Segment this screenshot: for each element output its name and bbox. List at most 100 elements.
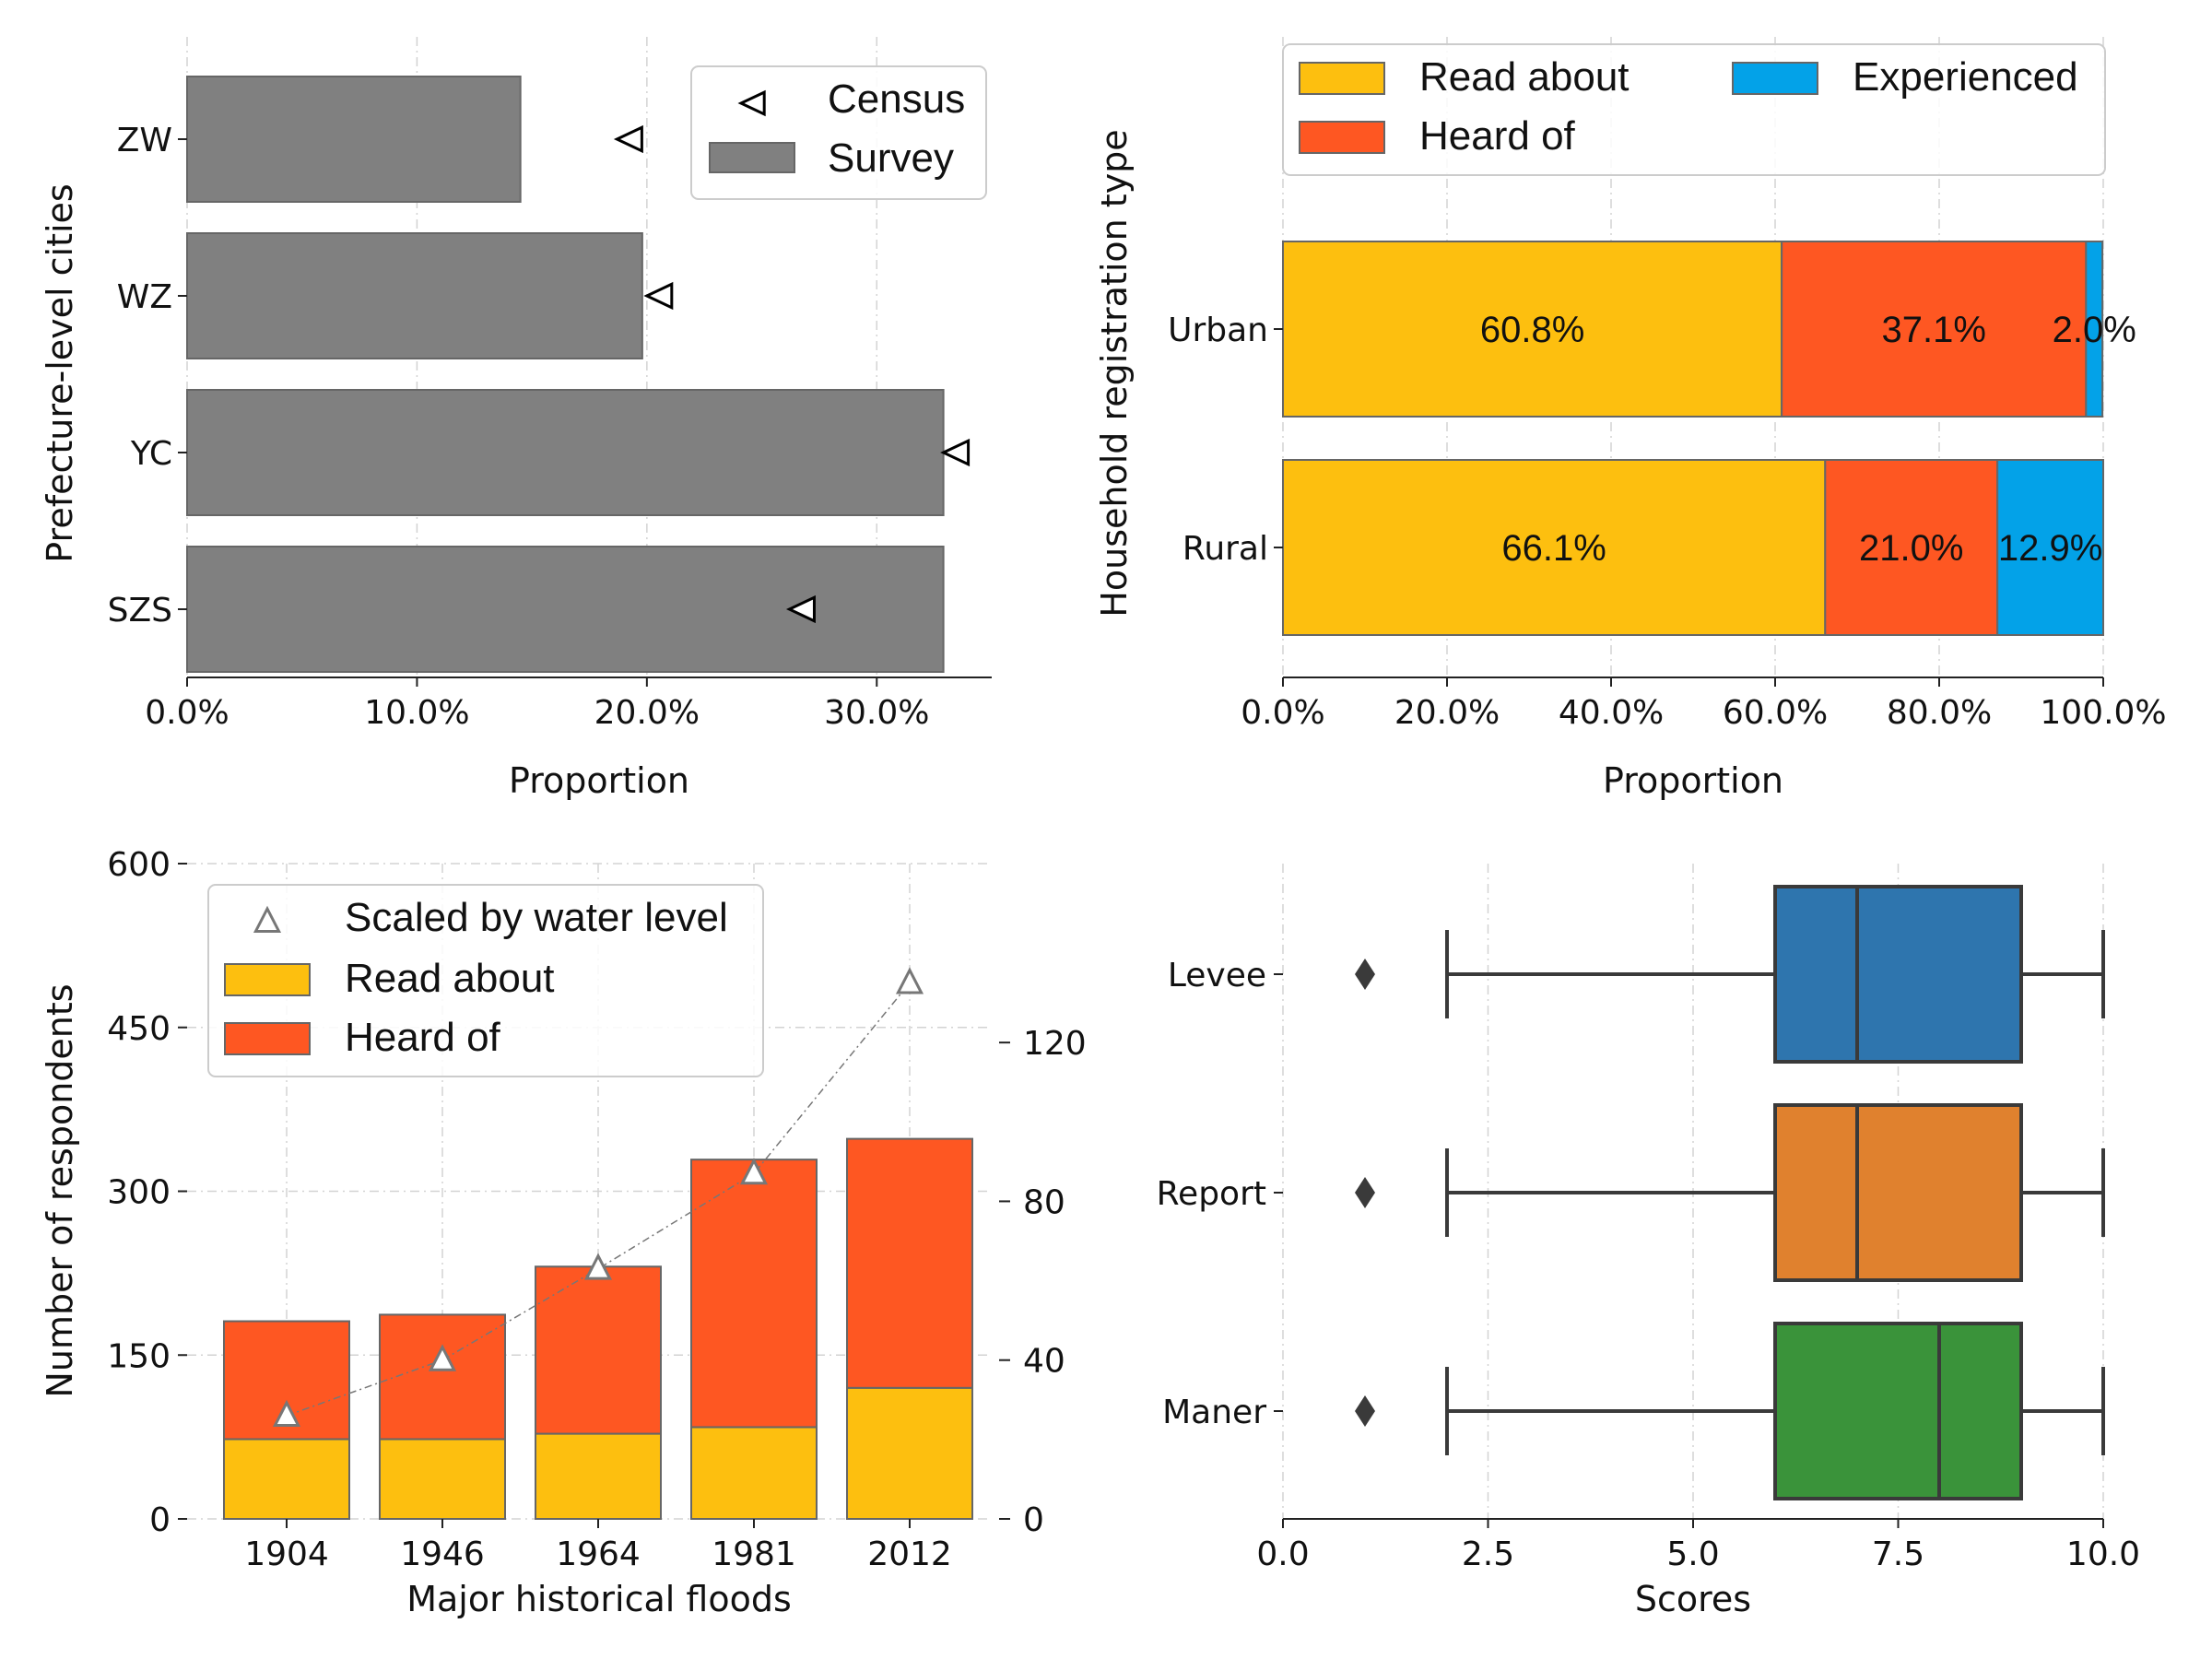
y-tick-label: 0 [149, 1501, 171, 1539]
scaled-water-level-marker [428, 1344, 457, 1371]
x-tick-label: 7.5 [1872, 1535, 1924, 1573]
y-tick-label: WZ [117, 278, 172, 316]
read-about-bar [535, 1432, 662, 1520]
read-about-legend-swatch [224, 963, 311, 996]
scores-boxplot-chart: Levee Report Maner 0.0 2.5 5.0 7.5 10.0 Scores [1157, 864, 2140, 1619]
survey-legend-swatch [709, 142, 795, 173]
segment-bar [1781, 241, 2088, 418]
segment-label: 2.0% [2053, 310, 2136, 350]
heard-of-legend-label: Heard of [345, 1015, 501, 1060]
x-tick-label: 0.0% [145, 694, 229, 732]
read-about-legend-label: Read about [345, 956, 555, 1001]
x-tick-label: 2012 [867, 1535, 952, 1573]
census-legend-label: Census [828, 76, 965, 122]
y-tick-label: Urban [1168, 312, 1268, 349]
x-tick-label: 0.0% [1241, 694, 1324, 732]
segment-bar [1282, 241, 1783, 418]
x-tick-label: 0.0 [1256, 1535, 1309, 1573]
y-tick-label: Rural [1182, 530, 1268, 568]
outlier-marker [1355, 1177, 1375, 1208]
y2-tick-label: 120 [1023, 1025, 1087, 1063]
y2-tick-label: 0 [1023, 1501, 1044, 1539]
heard-of-bar [846, 1137, 973, 1389]
segment-label: 37.1% [1882, 310, 1986, 350]
box [1773, 885, 2023, 1064]
census-marker [643, 281, 674, 311]
x-tick-label: 10.0% [364, 694, 469, 732]
box [1773, 1322, 2023, 1500]
y-tick-label: ZW [117, 122, 172, 159]
legend: Scaled by water level Read about Heard of [207, 884, 764, 1077]
survey-bar [186, 389, 945, 516]
legend: Read about Heard of Experienced [1282, 43, 2106, 176]
x-tick-label: 10.0 [2066, 1535, 2140, 1573]
segment-label: 66.1% [1501, 528, 1606, 569]
x-tick-label: 2.5 [1462, 1535, 1514, 1573]
segment-bar [1996, 459, 2104, 636]
segment-bar [2085, 241, 2104, 418]
segment-bar [1824, 459, 1999, 636]
x-tick-label: 30.0% [824, 694, 929, 732]
legend-label: Read about [1419, 54, 1630, 100]
legend-label: Heard of [1419, 113, 1576, 159]
census-marker [785, 594, 816, 624]
segment-label: 21.0% [1859, 528, 1963, 569]
y-axis-title: Prefecture-level cities [40, 183, 80, 562]
x-tick-label: 20.0% [1394, 694, 1500, 732]
x-axis-title: Major historical floods [406, 1579, 792, 1619]
legend: Census Survey [690, 65, 987, 200]
y-axis-title: Number of respondents [40, 983, 80, 1397]
box [1773, 1103, 2023, 1282]
y-tick-label: Report [1157, 1175, 1266, 1213]
y-tick-label: SZS [108, 592, 172, 629]
x-tick-label: 5.0 [1666, 1535, 1719, 1573]
y-tick-label: 600 [107, 846, 171, 884]
heard-of-bar [690, 1159, 818, 1429]
x-tick-label: 40.0% [1559, 694, 1664, 732]
x-tick-label: 1904 [244, 1535, 329, 1573]
x-tick-label: 80.0% [1887, 694, 1992, 732]
y-axis-title: Household registration type [1094, 129, 1135, 617]
y-tick-label: Levee [1168, 957, 1266, 994]
outlier-marker [1355, 959, 1375, 990]
y-tick-label: 450 [107, 1010, 171, 1048]
y-tick-label: YC [130, 435, 172, 473]
x-tick-label: 1981 [712, 1535, 796, 1573]
x-axis-title: Proportion [509, 760, 689, 801]
segment-label: 60.8% [1480, 310, 1584, 350]
heard-of-bar [535, 1265, 662, 1435]
scaled-legend-marker [253, 905, 282, 933]
read-about-bar [846, 1386, 973, 1521]
census-legend-marker [737, 89, 766, 117]
legend-frame [207, 884, 764, 1077]
survey-legend-label: Survey [828, 135, 954, 181]
read-about-bar [379, 1438, 506, 1520]
x-axis-title: Proportion [1603, 760, 1783, 801]
x-tick-label: 1946 [400, 1535, 485, 1573]
census-marker [940, 438, 971, 467]
segment-label: 12.9% [1998, 528, 2102, 569]
scaled-legend-label: Scaled by water level [345, 895, 728, 940]
city-proportion-chart: ZW WZ YC SZS 0.0% 10.0% 20.0% 30.0% Proportion Pr… [40, 37, 992, 801]
scaled-water-level-marker [895, 967, 924, 994]
legend-frame [1282, 43, 2106, 176]
x-tick-label: 100.0% [2040, 694, 2166, 732]
heard-of-legend-swatch [224, 1022, 311, 1055]
y2-tick-label: 40 [1023, 1343, 1065, 1381]
census-marker [613, 124, 643, 154]
x-tick-label: 60.0% [1723, 694, 1828, 732]
scaled-water-level-marker [583, 1253, 613, 1280]
y-tick-label: 300 [107, 1174, 171, 1212]
legend-label: Experienced [1853, 54, 2078, 100]
y2-tick-label: 80 [1023, 1183, 1065, 1221]
segment-bar [1282, 459, 1827, 636]
read-about-bar [690, 1426, 818, 1520]
read-about-bar [223, 1438, 350, 1520]
flood-respondents-chart: 0 150 300 450 600 0 40 80 120 1904 1946 1964 1981 201… [40, 846, 1087, 1619]
legend-swatch [1299, 62, 1385, 95]
heard-of-bar [379, 1313, 506, 1441]
survey-bar [186, 546, 945, 673]
scaled-water-level-marker [739, 1157, 769, 1185]
y-tick-label: 150 [107, 1337, 171, 1375]
